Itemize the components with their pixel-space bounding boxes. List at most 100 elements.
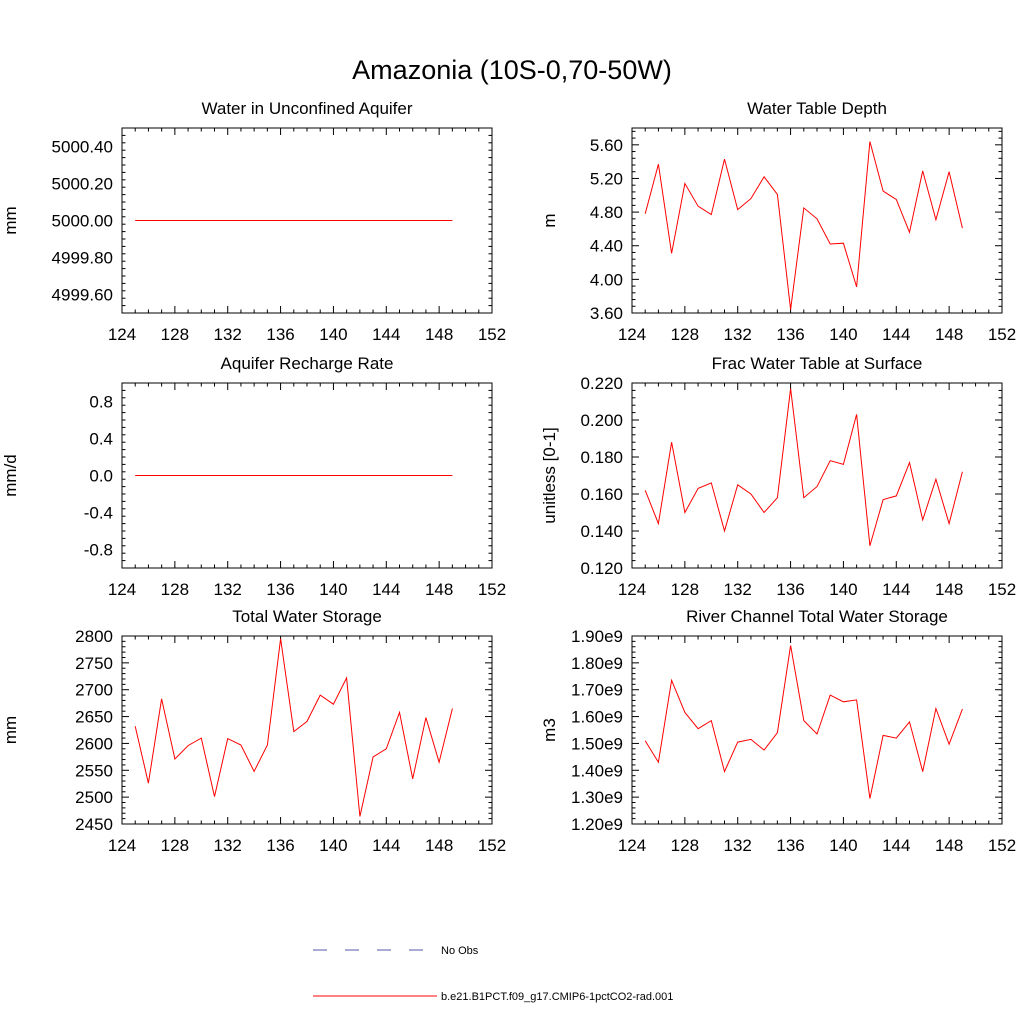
y-tick-label: 2450 <box>75 815 113 834</box>
x-tick-label: 132 <box>724 580 752 599</box>
panel-1: Water in Unconfined Aquifer 124 128 132 136 1… <box>1 99 506 344</box>
x-tick-label: 140 <box>319 325 347 344</box>
y-tick-label: 5.60 <box>590 136 623 155</box>
x-tick-label: 148 <box>935 836 963 855</box>
y-tick-label: 1.70e9 <box>571 681 623 700</box>
x-tick-label: 132 <box>214 325 242 344</box>
x-tick-label: 128 <box>671 325 699 344</box>
y-tick-label: 4999.60 <box>52 286 113 305</box>
y-tick-label: 0.4 <box>89 430 113 449</box>
x-tick-label: 140 <box>319 836 347 855</box>
y-axis-label: m3 <box>540 718 559 742</box>
y-tick-label: 3.60 <box>590 304 623 323</box>
y-tick-label: 2650 <box>75 708 113 727</box>
y-tick-label: 0.140 <box>580 522 623 541</box>
y-tick-label: 2800 <box>75 627 113 646</box>
y-tick-label: 5000.40 <box>52 138 113 157</box>
x-tick-label: 132 <box>214 836 242 855</box>
panel-4: Frac Water Table at Surface 124 128 132 136 1… <box>540 354 1016 599</box>
y-tick-label: 2600 <box>75 734 113 753</box>
x-tick-label: 148 <box>425 580 453 599</box>
x-tick-label: 136 <box>266 836 294 855</box>
y-tick-label: 1.50e9 <box>571 734 623 753</box>
y-tick-label: 1.30e9 <box>571 788 623 807</box>
legend-model-label: b.e21.B1PCT.f09_g17.CMIP6-1pctCO2-rad.00… <box>441 991 673 1003</box>
y-tick-label: 2700 <box>75 681 113 700</box>
y-tick-label: 0.220 <box>580 374 623 393</box>
y-axis-label: m <box>540 213 559 227</box>
y-tick-label: 4.00 <box>590 270 623 289</box>
plot-frame <box>631 382 1003 569</box>
x-tick-label: 128 <box>161 580 189 599</box>
y-tick-label: 2500 <box>75 788 113 807</box>
y-tick-label: 0.0 <box>89 467 113 486</box>
y-tick-label: 4999.80 <box>52 249 113 268</box>
x-tick-label: 144 <box>882 836 910 855</box>
y-tick-label: 1.60e9 <box>571 708 623 727</box>
y-tick-label: 2750 <box>75 654 113 673</box>
x-tick-label: 140 <box>829 836 857 855</box>
figure-title: Amazonia (10S-0,70-50W) <box>352 55 672 85</box>
panel-title: Water in Unconfined Aquifer <box>201 99 412 118</box>
y-tick-label: 1.80e9 <box>571 654 623 673</box>
x-tick-label: 124 <box>108 836 136 855</box>
x-tick-label: 140 <box>319 580 347 599</box>
series-line <box>644 141 963 310</box>
y-tick-label: 0.120 <box>580 559 623 578</box>
x-tick-label: 128 <box>671 836 699 855</box>
x-tick-label: 124 <box>618 836 646 855</box>
x-tick-label: 148 <box>425 325 453 344</box>
x-tick-label: 132 <box>724 325 752 344</box>
x-tick-label: 148 <box>935 325 963 344</box>
panel-title: Water Table Depth <box>747 99 887 118</box>
panel-title: River Channel Total Water Storage <box>686 607 948 626</box>
series-line <box>134 638 453 817</box>
x-tick-label: 124 <box>618 325 646 344</box>
x-tick-label: 140 <box>829 580 857 599</box>
y-tick-label: 5000.00 <box>52 212 113 231</box>
x-tick-label: 152 <box>478 325 506 344</box>
x-tick-label: 144 <box>372 325 400 344</box>
series-line <box>644 645 963 799</box>
x-tick-label: 124 <box>618 580 646 599</box>
panel-title: Frac Water Table at Surface <box>712 354 923 373</box>
panel-3: Aquifer Recharge Rate 124 128 132 136 140 144 1… <box>1 354 506 599</box>
x-tick-label: 136 <box>266 580 294 599</box>
x-tick-label: 148 <box>425 836 453 855</box>
y-tick-label: 0.8 <box>89 393 113 412</box>
x-tick-label: 132 <box>724 836 752 855</box>
x-tick-label: 128 <box>671 580 699 599</box>
y-tick-label: 0.180 <box>580 448 623 467</box>
x-tick-label: 152 <box>478 580 506 599</box>
y-tick-label: 5.20 <box>590 169 623 188</box>
legend: No Obs b.e21.B1PCT.f09_g17.CMIP6-1pctCO2… <box>313 945 673 1003</box>
x-tick-label: 144 <box>372 836 400 855</box>
plot-frame <box>631 127 1003 314</box>
y-axis-label: unitless [0-1] <box>540 427 559 523</box>
x-tick-label: 152 <box>478 836 506 855</box>
plot-frame <box>631 635 1003 825</box>
x-tick-label: 124 <box>108 325 136 344</box>
x-tick-label: 128 <box>161 836 189 855</box>
x-tick-label: 136 <box>776 580 804 599</box>
legend-obs-label: No Obs <box>441 945 479 957</box>
plot-frame <box>121 635 493 825</box>
y-tick-label: -0.4 <box>84 504 113 523</box>
panel-2: Water Table Depth 124 128 132 136 140 144 148 15… <box>540 99 1016 344</box>
y-tick-label: 1.90e9 <box>571 627 623 646</box>
series-line <box>644 388 963 546</box>
x-tick-label: 136 <box>776 836 804 855</box>
x-tick-label: 136 <box>266 325 294 344</box>
panel-6: River Channel Total Water Storage 124 128 1… <box>540 607 1016 855</box>
y-axis-label: mm <box>1 716 20 744</box>
y-axis-label: mm <box>1 206 20 234</box>
x-tick-label: 132 <box>214 580 242 599</box>
x-tick-label: 148 <box>935 580 963 599</box>
y-tick-label: 1.20e9 <box>571 815 623 834</box>
x-tick-label: 140 <box>829 325 857 344</box>
panel-title: Total Water Storage <box>232 607 382 626</box>
panel-title: Aquifer Recharge Rate <box>221 354 394 373</box>
x-tick-label: 124 <box>108 580 136 599</box>
y-tick-label: 5000.20 <box>52 175 113 194</box>
